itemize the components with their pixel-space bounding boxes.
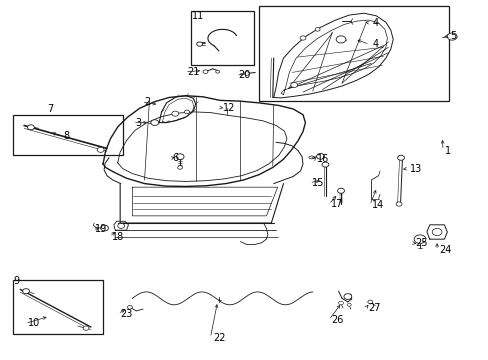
Text: 19: 19 [95, 225, 107, 234]
Bar [13, 116, 122, 155]
Text: 25: 25 [414, 238, 427, 248]
Circle shape [176, 154, 183, 159]
Circle shape [346, 303, 350, 306]
Circle shape [300, 36, 305, 40]
Text: 4: 4 [371, 18, 378, 28]
Text: 11: 11 [191, 11, 203, 21]
Circle shape [118, 224, 124, 228]
Text: 20: 20 [238, 70, 250, 80]
Circle shape [97, 147, 104, 152]
Text: 3: 3 [135, 118, 141, 128]
Circle shape [337, 188, 344, 193]
Circle shape [27, 125, 34, 130]
Text: 8: 8 [63, 131, 69, 141]
Text: 18: 18 [112, 232, 124, 242]
Text: 13: 13 [409, 163, 422, 174]
Circle shape [177, 166, 182, 169]
Text: 23: 23 [120, 309, 132, 319]
Text: 17: 17 [330, 199, 343, 210]
Circle shape [127, 306, 132, 309]
Text: 27: 27 [367, 303, 380, 314]
Text: 21: 21 [187, 67, 200, 77]
Bar [259, 6, 448, 101]
Text: 12: 12 [222, 103, 234, 113]
Text: 1: 1 [445, 145, 450, 156]
Circle shape [397, 155, 404, 160]
Text: 9: 9 [13, 276, 19, 287]
Circle shape [395, 202, 401, 206]
Text: 16: 16 [316, 154, 328, 164]
Circle shape [315, 28, 320, 31]
Text: 4: 4 [371, 40, 378, 49]
Circle shape [151, 120, 158, 126]
Text: 14: 14 [371, 200, 384, 210]
Text: 10: 10 [27, 319, 40, 328]
Circle shape [83, 326, 89, 330]
Circle shape [290, 82, 297, 87]
Circle shape [343, 294, 351, 300]
Text: 7: 7 [47, 104, 53, 114]
Text: 24: 24 [439, 245, 451, 255]
Text: 15: 15 [311, 178, 324, 188]
Circle shape [171, 111, 178, 116]
Circle shape [431, 228, 441, 235]
Circle shape [184, 110, 189, 114]
Circle shape [335, 36, 345, 43]
Circle shape [447, 33, 456, 40]
Text: 2: 2 [144, 97, 150, 107]
Text: 5: 5 [449, 31, 456, 41]
Text: 6: 6 [172, 153, 178, 163]
Circle shape [22, 289, 29, 294]
Bar [190, 12, 254, 65]
Circle shape [244, 72, 249, 75]
Bar [13, 280, 103, 334]
Circle shape [338, 301, 343, 305]
Circle shape [413, 235, 425, 243]
Circle shape [203, 70, 207, 73]
Circle shape [322, 162, 328, 167]
Circle shape [215, 70, 219, 73]
Circle shape [101, 225, 108, 231]
Circle shape [196, 42, 202, 46]
Text: 26: 26 [330, 315, 343, 325]
Text: 22: 22 [212, 333, 225, 343]
Circle shape [316, 153, 324, 159]
Circle shape [367, 300, 372, 304]
